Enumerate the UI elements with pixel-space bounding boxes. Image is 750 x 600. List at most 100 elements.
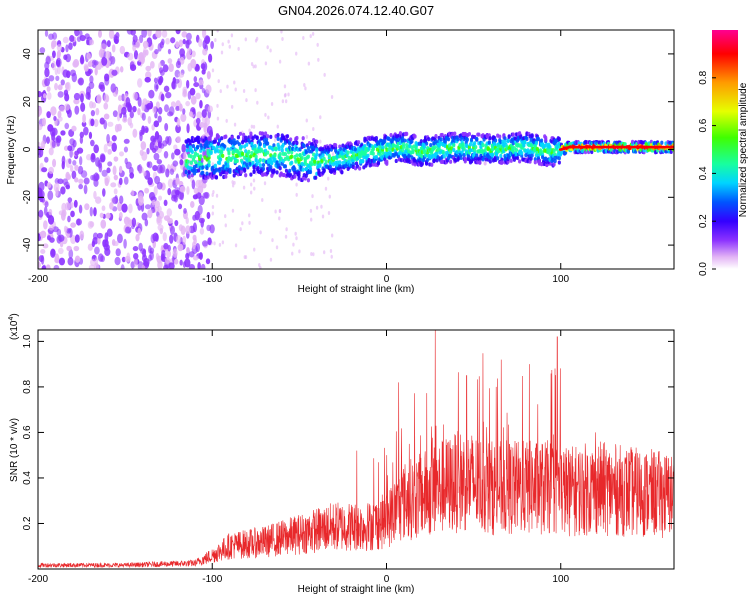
x-tick-label: 0 bbox=[384, 274, 390, 285]
spectrogram-cell bbox=[165, 37, 170, 45]
spectrogram-cell bbox=[64, 82, 70, 90]
spectrogram-cell bbox=[129, 172, 135, 179]
spectrogram-cell bbox=[154, 175, 161, 185]
spectrogram-cell bbox=[96, 232, 103, 239]
spectrogram-cell bbox=[141, 30, 148, 38]
spectrogram-cell bbox=[315, 205, 319, 210]
spectrogram-cell bbox=[244, 37, 247, 42]
spectrogram-cell bbox=[83, 65, 89, 72]
spectrogram-cell bbox=[224, 214, 227, 219]
spectrogram-cell bbox=[180, 225, 186, 236]
spectrogram-cell bbox=[309, 208, 313, 213]
spectrogram-cell bbox=[223, 144, 227, 149]
spectrogram-cell bbox=[64, 103, 70, 111]
spectrogram-cell bbox=[422, 144, 427, 150]
spectrogram-y-ticks: -40 -20 0 20 40 bbox=[22, 48, 674, 252]
spectrogram-cell bbox=[204, 136, 208, 141]
spectrogram-cell bbox=[235, 158, 239, 163]
spectrogram-cell bbox=[503, 136, 507, 141]
spectrogram-cell bbox=[270, 160, 274, 165]
spectrogram-cell bbox=[60, 130, 66, 136]
spectrogram-cell bbox=[533, 157, 537, 162]
spectrogram-cell bbox=[239, 227, 242, 232]
spectrogram-cell bbox=[167, 178, 174, 189]
spectrogram-cell bbox=[324, 159, 328, 164]
spectrogram-cell bbox=[224, 174, 228, 179]
spectrogram-cell bbox=[163, 150, 169, 159]
spectrogram-cell bbox=[191, 50, 196, 58]
spectrogram-cell bbox=[84, 33, 90, 40]
spectrogram-cell bbox=[228, 169, 232, 174]
spectrogram-cell bbox=[383, 139, 387, 144]
spectrogram-cell bbox=[214, 38, 217, 43]
spectrogram-cell bbox=[446, 137, 451, 142]
spectrogram-cell bbox=[256, 100, 259, 105]
spectrogram-cell bbox=[200, 63, 206, 70]
spectrogram-cell bbox=[174, 258, 179, 265]
spectrogram-cell bbox=[188, 111, 193, 117]
spectrogram-cell bbox=[137, 227, 142, 236]
spectrogram-cell bbox=[291, 251, 294, 256]
spectrogram-cell bbox=[193, 76, 198, 83]
spectrogram-cell bbox=[307, 61, 311, 66]
spectrogram-cell bbox=[39, 47, 46, 54]
spectrogram-cell bbox=[177, 243, 184, 252]
spectrogram-cell bbox=[308, 166, 313, 171]
spectrogram-cell bbox=[153, 77, 158, 84]
spectrogram-cell bbox=[93, 144, 100, 154]
spectrogram-cell bbox=[113, 156, 119, 162]
spectrogram-cell bbox=[79, 230, 85, 240]
spectrogram-cell bbox=[199, 154, 203, 159]
spectrogram-cell bbox=[85, 154, 92, 161]
spectrogram-cell bbox=[57, 178, 64, 185]
spectrogram-cell bbox=[110, 83, 117, 93]
spectrogram-cell bbox=[184, 169, 188, 175]
spectrogram-cell bbox=[511, 132, 515, 137]
spectrogram-cell bbox=[132, 91, 138, 101]
spectrogram-cell bbox=[70, 222, 77, 228]
spectrogram-cell bbox=[45, 56, 51, 65]
spectrogram-cell bbox=[79, 93, 84, 103]
spectrogram-cell bbox=[259, 230, 262, 235]
spectrogram-cell bbox=[292, 140, 296, 146]
spectrogram-cell bbox=[224, 223, 227, 228]
spectrogram-cell bbox=[253, 186, 256, 191]
y-tick-label: 0.8 bbox=[22, 380, 33, 394]
spectrogram-cell bbox=[92, 174, 96, 182]
spectrogram-cell bbox=[243, 168, 247, 173]
spectrogram-cell bbox=[272, 143, 276, 148]
spectrogram-cell bbox=[239, 169, 244, 174]
spectrogram-cell bbox=[198, 179, 203, 188]
spectrogram-cell bbox=[112, 196, 119, 205]
spectrogram-cell bbox=[182, 235, 187, 245]
spectrogram-cell bbox=[103, 93, 109, 103]
spectrogram-cell bbox=[439, 137, 443, 142]
spectrogram-cell bbox=[79, 136, 84, 144]
spectrogram-cell bbox=[142, 49, 147, 58]
spectrogram-cell bbox=[166, 249, 172, 258]
spectrogram-cell bbox=[195, 117, 201, 125]
spectrogram-cell bbox=[157, 107, 163, 115]
spectrogram-cell bbox=[47, 124, 54, 132]
spectrogram-cell bbox=[100, 154, 106, 163]
spectrogram-cell bbox=[242, 185, 246, 190]
spectrogram-cell bbox=[250, 124, 254, 129]
spectrogram-cell bbox=[281, 99, 285, 104]
spectrogram-cell bbox=[167, 111, 174, 117]
spectrogram-cell bbox=[48, 33, 54, 40]
spectrogram-cell bbox=[234, 243, 238, 248]
y-tick-label: 1.0 bbox=[22, 334, 33, 348]
y-tick-label: 20 bbox=[22, 96, 33, 108]
spectrogram-cell bbox=[53, 264, 60, 269]
spectrogram-cell bbox=[319, 115, 322, 120]
colorbar: 0.0 0.2 0.4 0.6 0.8 Normalized spectral ampl… bbox=[698, 30, 749, 276]
spectrogram-cell bbox=[158, 78, 163, 86]
spectrogram-cell bbox=[208, 136, 212, 141]
spectrogram-cell bbox=[209, 150, 213, 156]
colorbar-gradient bbox=[712, 30, 738, 269]
spectrogram-cell bbox=[74, 30, 80, 37]
spectrogram-cell bbox=[252, 178, 256, 183]
spectrogram-cell bbox=[42, 93, 47, 99]
spectrogram-cell bbox=[207, 163, 211, 168]
spectrogram-cell bbox=[154, 131, 160, 140]
